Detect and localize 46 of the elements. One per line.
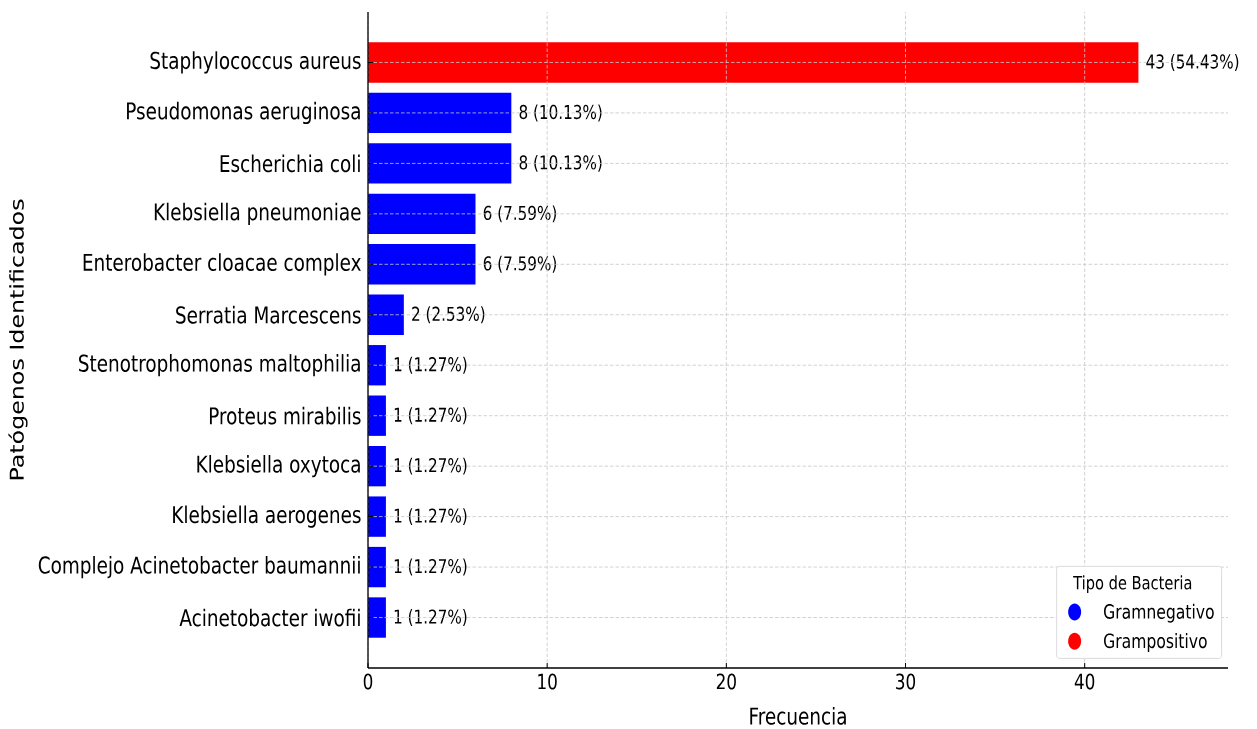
y-tick-label: Serratia Marcescens — [176, 305, 361, 324]
y-tick-label: Klebsiella oxytoca — [197, 455, 360, 478]
data-label: 1 (1.27%) — [394, 609, 467, 626]
x-tick-label: 20 — [716, 673, 736, 690]
bar — [368, 395, 386, 436]
x-axis-title: Frecuencia — [750, 706, 846, 725]
data-label: 1 (1.27%) — [394, 558, 467, 576]
legend-title: Tipo de Bacteria — [1073, 575, 1192, 594]
bar — [368, 42, 1139, 83]
bar — [368, 546, 386, 588]
bar — [368, 597, 386, 638]
data-label: 1 (1.27%) — [394, 356, 467, 374]
bar — [368, 445, 386, 487]
y-tick-label: Enterobacter cloacae complex — [83, 253, 361, 276]
y-tick-label: Acinetobacter iwofii — [179, 608, 360, 627]
y-tick-label: Complejo Acinetobacter baumannii — [38, 555, 360, 579]
y-tick-label: Pseudomonas aeruginosa — [127, 101, 360, 125]
data-label: 1 (1.27%) — [394, 407, 467, 425]
x-tick-label: 10 — [538, 673, 557, 690]
data-label: 8 (10.13%) — [519, 104, 602, 122]
x-tick-label: 30 — [896, 673, 916, 690]
bar — [368, 143, 512, 184]
data-label: 2 (2.53%) — [412, 306, 485, 324]
y-tick-label: Klebsiella pneumoniae — [154, 202, 361, 225]
bar — [368, 345, 386, 386]
y-tick-label: Proteus mirabilis — [209, 406, 361, 425]
y-axis-title: Patógenos Identificados — [8, 199, 28, 480]
x-tick-label: 0 — [363, 673, 373, 690]
bar — [368, 92, 512, 134]
data-label: 6 (7.59%) — [483, 205, 557, 223]
data-label: 1 (1.27%) — [394, 508, 467, 526]
x-tick-label: 40 — [1074, 673, 1095, 690]
y-tick-label: Escherichia coli — [220, 154, 360, 173]
data-label: 8 (10.13%) — [519, 154, 602, 172]
y-tick-label: Staphylococcus aureus — [150, 51, 361, 74]
y-tick-label: Stenotrophomonas maltophilia — [79, 354, 360, 377]
bar — [368, 193, 476, 235]
y-tick-label: Klebsiella aerogenes — [173, 505, 361, 528]
bar — [368, 244, 476, 285]
legend-label: Gramnegativo — [1104, 603, 1214, 623]
bar — [368, 496, 386, 537]
legend-label: Grampositivo — [1104, 633, 1207, 652]
data-label: 6 (7.59%) — [483, 255, 557, 273]
bar — [368, 294, 404, 335]
data-label: 43 (54.43%) — [1146, 54, 1239, 71]
data-label: 1 (1.27%) — [394, 457, 467, 475]
